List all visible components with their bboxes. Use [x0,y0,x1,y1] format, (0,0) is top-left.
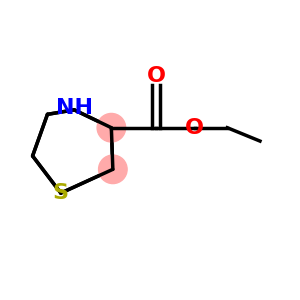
Text: NH: NH [56,98,93,118]
Text: S: S [53,183,69,203]
Text: O: O [146,66,165,86]
Circle shape [99,155,127,184]
Text: O: O [185,118,204,138]
Circle shape [97,113,126,142]
